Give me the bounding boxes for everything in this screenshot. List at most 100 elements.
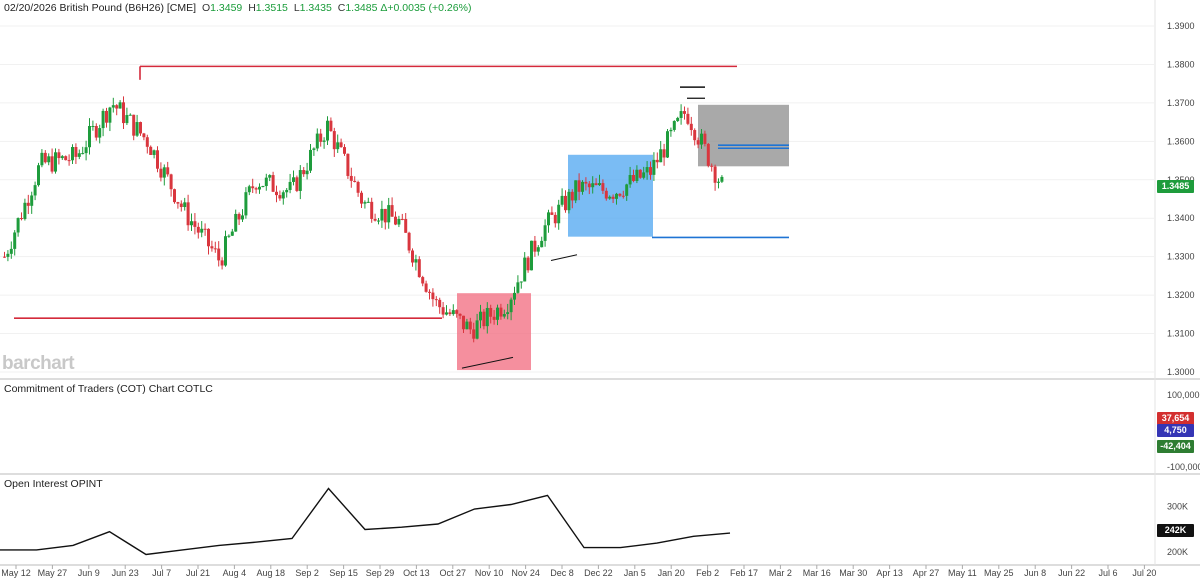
grey-zone [698, 104, 789, 167]
candle-body [591, 183, 595, 188]
candle-body [309, 149, 312, 171]
candle-body [428, 291, 431, 293]
candle-body [200, 228, 204, 233]
candle-body [611, 196, 615, 199]
candle-body [574, 180, 578, 201]
candle-body [251, 186, 255, 189]
x-tick-label: Apr 13 [876, 568, 903, 578]
candle-body [312, 148, 316, 150]
candle-body [679, 111, 683, 118]
candle-body [560, 195, 564, 205]
candle-body [577, 180, 581, 192]
candle-body [706, 143, 710, 166]
x-tick-label: May 27 [38, 568, 68, 578]
candle-body [258, 186, 261, 190]
candle-body [445, 312, 448, 315]
candle-body [676, 117, 680, 122]
candle-body [400, 218, 404, 220]
candle-body [125, 115, 129, 124]
candle-body [47, 156, 51, 163]
candle-body [377, 220, 380, 222]
x-tick-label: Apr 27 [913, 568, 940, 578]
candle-body [472, 329, 476, 339]
trendline-blue-zone [550, 254, 578, 261]
candle-body [601, 183, 605, 191]
candle-body [608, 196, 612, 199]
candle-body [196, 226, 200, 233]
candle-body [662, 149, 666, 158]
x-tick-label: Feb 17 [730, 568, 758, 578]
cot-tick-label: 100,000 [1167, 390, 1200, 400]
candle-body [581, 181, 584, 192]
candle-body [135, 122, 139, 136]
candle-body [23, 202, 27, 220]
candle-body [67, 160, 71, 162]
candle-body [302, 170, 306, 175]
candle-body [462, 315, 465, 330]
candle-body [536, 247, 540, 252]
change-value: Δ+0.0035 (+0.26%) [380, 2, 472, 14]
candle-body [230, 231, 234, 236]
candle-body [50, 156, 54, 172]
candle-body [468, 321, 472, 330]
candle-body [254, 188, 258, 190]
candle-body [118, 102, 122, 109]
candle-body [404, 218, 408, 233]
candle-body [649, 167, 652, 175]
candle-body [414, 259, 418, 263]
candle-body [700, 133, 703, 145]
candle-body [652, 159, 656, 175]
candle-body [336, 142, 340, 150]
x-tick-label: Jul 20 [1132, 568, 1156, 578]
candle-body [506, 312, 510, 315]
open-value: 1.3459 [210, 2, 243, 14]
cot-noncommercial-badge: 37,654 [1157, 412, 1194, 425]
candles-group [3, 96, 724, 343]
candle-body [43, 152, 47, 163]
candle-body [363, 202, 367, 204]
candle-body [169, 174, 173, 190]
candle-body [360, 192, 363, 204]
candle-body [268, 175, 272, 178]
candle-body [696, 140, 700, 145]
x-tick-label: Mar 30 [839, 568, 867, 578]
candle-body [30, 195, 34, 206]
candle-body [224, 236, 227, 266]
x-tick-label: Aug 18 [257, 568, 286, 578]
candle-body [496, 307, 499, 320]
low-value: 1.3435 [299, 2, 332, 14]
candle-body [397, 218, 401, 225]
x-tick-label: Nov 24 [511, 568, 540, 578]
x-tick-label: Sep 15 [329, 568, 358, 578]
candle-body [74, 147, 78, 157]
candle-body [441, 307, 445, 315]
candle-body [20, 218, 23, 220]
candle-body [261, 186, 265, 188]
candle-body [183, 202, 187, 208]
candle-body [98, 128, 102, 138]
candle-body [390, 205, 394, 217]
candle-body [315, 133, 319, 149]
x-tick-label: Jun 9 [78, 568, 100, 578]
candle-body [349, 175, 353, 181]
candle-body [394, 216, 397, 225]
candle-body [492, 316, 496, 320]
candle-body [366, 201, 370, 203]
candle-body [40, 152, 44, 166]
candle-body [326, 120, 329, 141]
candle-body [295, 177, 299, 191]
candle-body [411, 250, 414, 263]
candle-body [438, 299, 442, 308]
candle-body [203, 228, 207, 230]
oi-tick-label: 300K [1167, 502, 1188, 512]
candle-body [659, 149, 663, 163]
price-tick-label: 1.3200 [1167, 290, 1195, 300]
candle-body [145, 137, 149, 147]
candle-body [513, 292, 516, 300]
candle-body [526, 257, 530, 271]
candle-body [632, 174, 635, 181]
x-tick-label: Jan 20 [658, 568, 685, 578]
candle-body [465, 321, 469, 330]
candle-body [485, 307, 489, 327]
